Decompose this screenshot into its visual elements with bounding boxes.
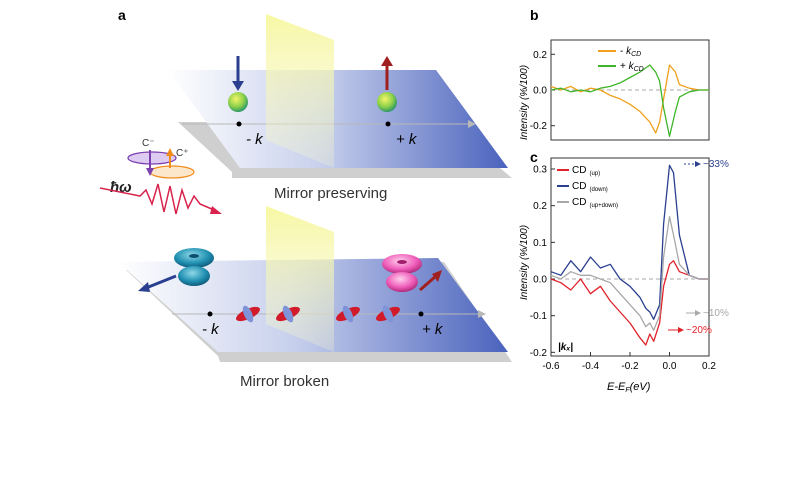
annot-20-arrowhead <box>678 327 684 333</box>
c-plus-label: C⁺ <box>176 148 189 159</box>
panel-b-label: b <box>530 7 539 23</box>
bottom-minus-k-dot <box>207 311 213 317</box>
orbital-pair-2 <box>336 305 400 323</box>
panel-a: a - k + k Mirror preserving <box>99 7 512 390</box>
teal-arrow-shaft <box>145 274 177 290</box>
annot-10-arrowhead <box>695 310 701 316</box>
legend-cd-updown: CD (up+down) <box>572 197 618 209</box>
panel-b-series-line-0 <box>550 64 709 134</box>
pink-arrow-shaft <box>419 274 437 292</box>
panel-c-ytick-label: 0.2 <box>533 201 547 212</box>
annot-33-arrowhead <box>695 161 701 167</box>
c-minus-label: C⁻ <box>142 138 155 149</box>
panel-b-series-line-1 <box>550 64 709 138</box>
panel-c-series-line-1 <box>550 164 709 320</box>
panel-c-xlabel: E-EF(eV) <box>607 381 651 394</box>
bottom-plane: - k + k <box>118 206 512 390</box>
panel-c-ytick-label: -0.1 <box>530 311 548 322</box>
bottom-minus-k-label: - k <box>202 321 220 338</box>
top-plus-k-dot <box>385 121 391 127</box>
top-plane: - k + k Mirror preserving <box>168 14 512 202</box>
light-wave <box>99 183 215 215</box>
panel-c-ytick-label: 0.1 <box>533 238 547 249</box>
top-plus-k-label: + k <box>396 131 418 148</box>
bottom-plus-k-label: + k <box>422 321 444 338</box>
top-right-sphere <box>377 92 397 112</box>
panel-b-lines <box>550 64 709 138</box>
annot-10: ~10% <box>703 308 729 319</box>
panel-b-legend: - kCD + kCD <box>598 46 644 73</box>
panel-c: c 0.3 0.2 0.1 0.0 -0.1 -0.2 -0.6 -0.4 -0.2 0.0 0.… <box>519 149 729 394</box>
panel-b-ytick-label: 0.2 <box>533 50 547 61</box>
spin-down-arrow-icon <box>232 81 244 91</box>
panel-b-ylabel: Intensity (%/100) <box>519 65 530 140</box>
panel-c-ytick-label: 0.0 <box>533 275 547 286</box>
c-plus-arrow-icon <box>166 148 174 156</box>
panel-c-lines <box>550 164 709 346</box>
legend-plus-kcd: + kCD <box>620 61 644 73</box>
legend-minus-kcd: - kCD <box>620 46 641 58</box>
c-minus-arrow-icon <box>146 168 154 176</box>
annot-20: ~20% <box>686 325 712 336</box>
bottom-k-axis-arrowhead <box>478 310 486 318</box>
bottom-caption: Mirror broken <box>240 373 329 390</box>
teal-orbital <box>174 248 214 286</box>
panel-c-legend: CD (up) CD (down) CD (up+down) <box>557 165 618 209</box>
legend-cd-up: CD (up) <box>572 165 600 177</box>
panel-c-xtick-label: -0.4 <box>582 361 600 372</box>
top-mirror <box>266 14 334 168</box>
panel-c-xtick-label: 0.2 <box>702 361 716 372</box>
panel-c-xtick-label: 0.0 <box>663 361 677 372</box>
panel-b-ytick-label: 0.0 <box>533 86 547 97</box>
panel-b: b 0.2 0.0 -0.2 Intensity (%/100) - kCD + k… <box>519 7 710 141</box>
panel-a-label: a <box>118 7 126 23</box>
top-left-sphere <box>228 92 248 112</box>
teal-arrow-icon <box>138 282 150 292</box>
panel-c-label: c <box>530 149 538 165</box>
panel-c-ylabel: Intensity (%/100) <box>519 225 530 300</box>
top-minus-k-label: - k <box>246 131 264 148</box>
panel-b-ytick-label: -0.2 <box>530 121 548 132</box>
light-wave-arrowhead <box>210 206 222 214</box>
bottom-plus-k-dot <box>418 311 424 317</box>
panel-c-series-line-0 <box>550 260 709 346</box>
panel-c-ytick-label: -0.2 <box>530 348 548 359</box>
light-source: C⁻ C⁺ ħω <box>99 138 222 215</box>
panel-c-ytick-label: 0.3 <box>533 165 547 176</box>
panel-c-xtick-label: -0.2 <box>621 361 639 372</box>
top-k-axis-arrowhead <box>468 120 476 128</box>
panel-c-k-label: |kₓ| <box>558 342 573 353</box>
legend-cd-down: CD (down) <box>572 181 608 193</box>
panel-c-series-line-2 <box>550 216 709 331</box>
panel-c-annotations: ~33% ~10% ~20% <box>668 159 729 336</box>
c-plus-ellipse <box>149 165 195 179</box>
top-plane-surface <box>168 70 508 168</box>
top-minus-k-dot <box>236 121 242 127</box>
panel-c-x-ticks: -0.6 -0.4 -0.2 0.0 0.2 <box>542 352 716 372</box>
pink-orbital <box>382 254 422 292</box>
c-minus-ellipse <box>127 151 177 165</box>
annot-33: ~33% <box>703 159 729 170</box>
orbital-pair-1 <box>236 305 300 323</box>
top-caption: Mirror preserving <box>274 185 387 202</box>
spin-up-arrow-icon <box>381 56 393 66</box>
panel-c-xtick-label: -0.6 <box>542 361 560 372</box>
pink-arrow-icon <box>432 270 442 282</box>
